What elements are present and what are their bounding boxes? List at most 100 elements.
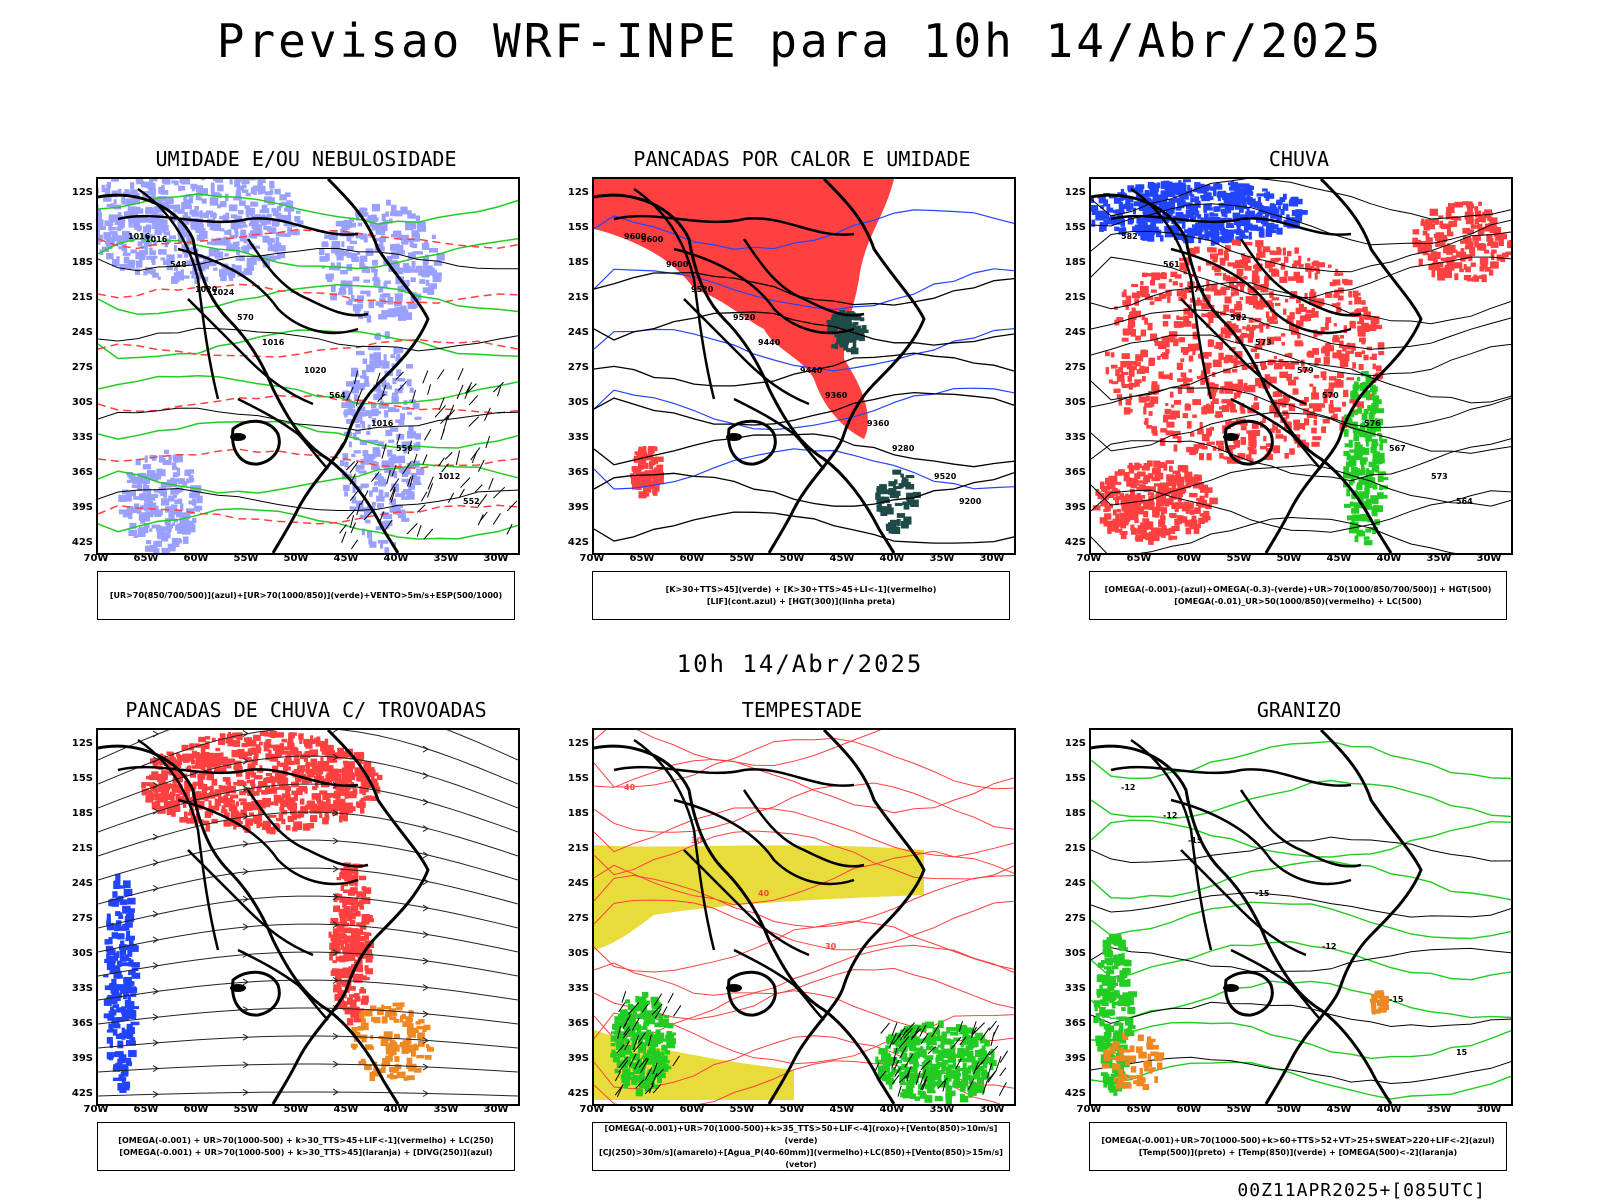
andes-contours	[1093, 934, 1137, 1096]
latitude-tick-label: 24S	[1056, 878, 1086, 889]
legend-line: [CJ(250)>30m/s](amarelo)+[Agua_P(40-60mm…	[593, 1147, 1009, 1171]
legend-pancadas-calor: [K>30+TTS>45](verde) + [K>30+TTS>45+LI<-…	[592, 571, 1010, 620]
thunderstorm-coastal	[329, 862, 375, 1025]
latitude-tick-label: 12S	[1056, 738, 1086, 749]
contour-label: -12	[1121, 783, 1135, 792]
panel-title-pancadas-trovoadas: PANCADAS DE CHUVA C/ TROVOADAS	[56, 698, 556, 722]
latitude-tick-label: 12S	[1056, 187, 1086, 198]
contour-label: 9520	[733, 313, 756, 322]
latitude-tick-label: 15S	[559, 773, 589, 784]
forecast-time-subtitle: 10h 14/Abr/2025	[0, 650, 1600, 678]
longitude-tick-label: 65W	[627, 553, 657, 564]
latitude-tick-label: 21S	[63, 843, 93, 854]
longitude-tick-label: 35W	[927, 1104, 957, 1115]
contour-label: 564	[329, 391, 346, 400]
latitude-tick-label: 21S	[559, 292, 589, 303]
instability-area	[351, 1002, 434, 1081]
contour-label: 1016	[145, 235, 168, 244]
latitude-tick-label: 42S	[63, 1088, 93, 1099]
longitude-tick-label: 55W	[727, 1104, 757, 1115]
latitude-tick-label: 18S	[1056, 257, 1086, 268]
longitude-tick-label: 70W	[577, 1104, 607, 1115]
contour-label: 1016	[371, 419, 394, 428]
latitude-tick-label: 42S	[559, 537, 589, 548]
contour-label: 570	[1322, 391, 1339, 400]
latitude-tick-label: 36S	[63, 1018, 93, 1029]
longitude-tick-label: 40W	[381, 553, 411, 564]
latitude-tick-label: 15S	[1056, 773, 1086, 784]
longitude-tick-label: 45W	[1324, 553, 1354, 564]
humidity-mid-levels-east	[319, 200, 445, 323]
longitude-tick-label: 40W	[1374, 553, 1404, 564]
panel-title-chuva: CHUVA	[1049, 147, 1549, 171]
legend-pancadas-trovoadas: [OMEGA(-0.001) + UR>70(1000-500) + k>30_…	[97, 1122, 515, 1171]
longitude-tick-label: 65W	[1124, 553, 1154, 564]
longitude-tick-label: 35W	[1424, 553, 1454, 564]
contour-label: 573	[1431, 472, 1448, 481]
legend-line: [OMEGA(-0.001) + UR>70(1000-500) + k>30_…	[98, 1135, 514, 1147]
longitude-tick-label: 50W	[777, 553, 807, 564]
panel-title-pancadas-calor: PANCADAS POR CALOR E UMIDADE	[552, 147, 1052, 171]
contour-label: 567	[1389, 444, 1406, 453]
contour-label: -15	[1389, 995, 1404, 1004]
longitude-tick-label: 30W	[977, 553, 1007, 564]
longitude-tick-label: 30W	[1474, 553, 1504, 564]
latitude-tick-label: 33S	[63, 983, 93, 994]
latitude-tick-label: 18S	[559, 257, 589, 268]
latitude-tick-label: 36S	[559, 467, 589, 478]
contour-label: 9360	[867, 419, 890, 428]
longitude-tick-label: 35W	[431, 553, 461, 564]
latitude-tick-label: 24S	[63, 327, 93, 338]
latitude-tick-label: 15S	[63, 773, 93, 784]
contour-label: 561	[1163, 260, 1180, 269]
latitude-tick-label: 21S	[559, 843, 589, 854]
contour-label: 579	[1297, 366, 1314, 375]
longitude-tick-label: 60W	[1174, 1104, 1204, 1115]
longitude-tick-label: 70W	[1074, 1104, 1104, 1115]
legend-chuva: [OMEGA(-0.001)-(azul)+OMEGA(-0.3)-(verde…	[1089, 571, 1507, 620]
latitude-tick-label: 36S	[1056, 1018, 1086, 1029]
latitude-tick-label: 39S	[559, 502, 589, 513]
model-run-footer: 00Z11APR2025+[085UTC]	[1237, 1180, 1486, 1201]
contour-label: 570	[237, 313, 254, 322]
longitude-tick-label: 50W	[1274, 553, 1304, 564]
longitude-tick-label: 55W	[1224, 1104, 1254, 1115]
latitude-tick-label: 39S	[1056, 502, 1086, 513]
latitude-tick-label: 21S	[1056, 292, 1086, 303]
legend-umidade: [UR>70(850/700/500)](azul)+[UR>70(1000/8…	[97, 571, 515, 620]
latitude-tick-label: 39S	[63, 502, 93, 513]
longitude-tick-label: 40W	[1374, 1104, 1404, 1115]
upper-divergence	[103, 874, 140, 1093]
panel-title-granizo: GRANIZO	[1049, 698, 1549, 722]
longitude-tick-label: 65W	[1124, 1104, 1154, 1115]
contour-label: 573	[1255, 338, 1272, 347]
longitude-tick-label: 60W	[181, 1104, 211, 1115]
legend-line: [OMEGA(-0.001) + UR>70(1000-500) + k>30_…	[98, 1147, 514, 1159]
longitude-tick-label: 30W	[977, 1104, 1007, 1115]
legend-line: [Temp(500)](preto) + [Temp(850)](verde) …	[1090, 1147, 1506, 1159]
contour-label: 9600	[641, 235, 664, 244]
longitude-tick-label: 35W	[1424, 1104, 1454, 1115]
latitude-tick-label: 15S	[1056, 222, 1086, 233]
contour-label: 30	[825, 942, 837, 951]
longitude-tick-label: 55W	[727, 553, 757, 564]
contour-label: 9600	[666, 260, 689, 269]
latitude-tick-label: 12S	[559, 187, 589, 198]
latitude-tick-label: 27S	[559, 913, 589, 924]
longitude-tick-label: 50W	[281, 553, 311, 564]
latitude-tick-label: 42S	[63, 537, 93, 548]
longitude-tick-label: 50W	[777, 1104, 807, 1115]
legend-line: [K>30+TTS>45](verde) + [K>30+TTS>45+LI<-…	[593, 584, 1009, 596]
longitude-tick-label: 65W	[131, 1104, 161, 1115]
latitude-tick-label: 39S	[559, 1053, 589, 1064]
latitude-tick-label: 30S	[559, 397, 589, 408]
legend-tempestade: [OMEGA(-0.001)+UR>70(1000-500)+k>35_TTS>…	[592, 1122, 1010, 1171]
longitude-tick-label: 50W	[1274, 1104, 1304, 1115]
latitude-tick-label: 42S	[559, 1088, 589, 1099]
longitude-tick-label: 70W	[81, 1104, 111, 1115]
strong-ascent-band	[1343, 371, 1389, 545]
